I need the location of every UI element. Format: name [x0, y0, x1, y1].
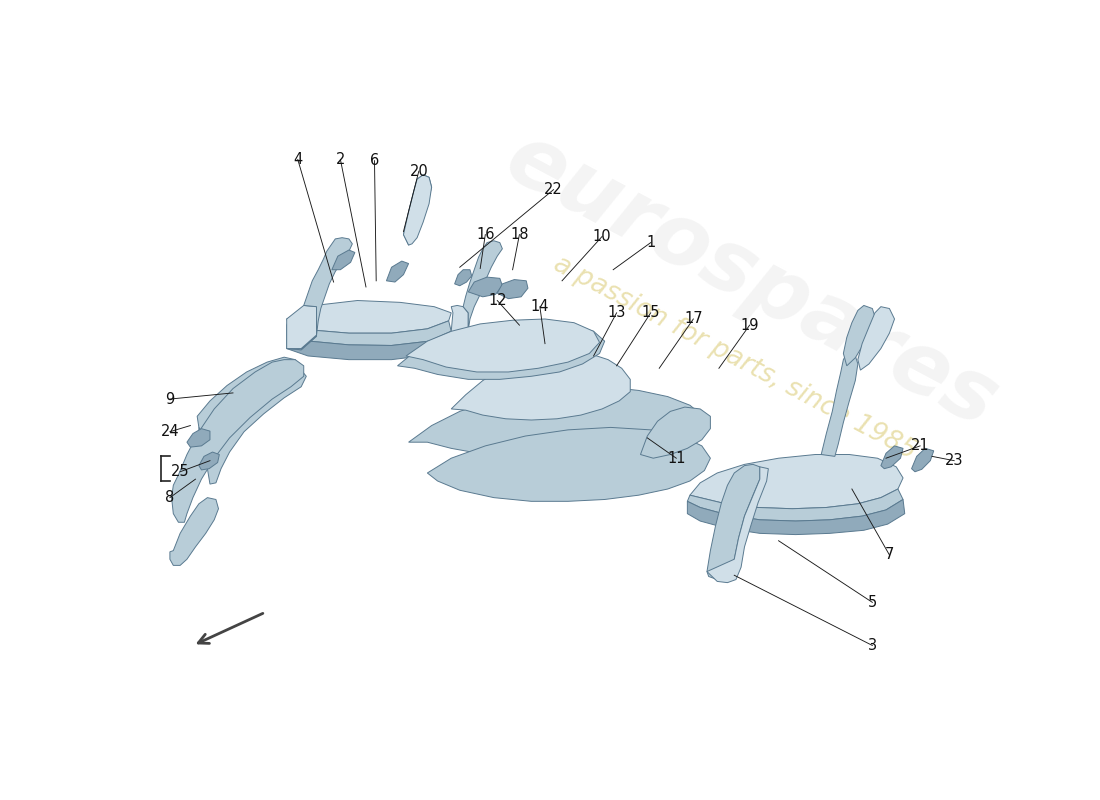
Polygon shape [197, 357, 298, 466]
Text: 21: 21 [911, 438, 930, 454]
Polygon shape [332, 250, 355, 270]
Text: 22: 22 [544, 182, 563, 197]
Text: 19: 19 [740, 318, 759, 333]
Polygon shape [454, 270, 472, 286]
Polygon shape [408, 386, 702, 458]
Text: 9: 9 [165, 391, 175, 406]
Text: 7: 7 [884, 547, 894, 562]
Polygon shape [169, 498, 219, 566]
Text: 25: 25 [170, 464, 189, 479]
Text: 16: 16 [476, 227, 495, 242]
Polygon shape [440, 306, 469, 356]
Polygon shape [404, 175, 431, 245]
Polygon shape [469, 277, 503, 297]
Text: 24: 24 [161, 424, 179, 439]
Polygon shape [287, 319, 451, 346]
Text: 14: 14 [530, 299, 549, 314]
Text: 15: 15 [641, 306, 660, 320]
Text: 6: 6 [370, 153, 379, 168]
Text: 5: 5 [868, 595, 877, 610]
Polygon shape [881, 446, 903, 469]
Text: 4: 4 [293, 152, 303, 167]
Text: 23: 23 [945, 453, 964, 468]
Polygon shape [688, 489, 903, 521]
Polygon shape [287, 331, 453, 360]
Polygon shape [287, 238, 352, 350]
Polygon shape [451, 351, 630, 420]
Polygon shape [172, 360, 304, 522]
Polygon shape [404, 175, 431, 245]
Polygon shape [822, 354, 858, 456]
Polygon shape [199, 368, 301, 475]
Polygon shape [199, 452, 219, 470]
Polygon shape [187, 429, 210, 447]
Polygon shape [707, 467, 768, 582]
Text: 11: 11 [667, 450, 685, 466]
Polygon shape [688, 499, 904, 534]
Polygon shape [208, 370, 306, 484]
Polygon shape [427, 427, 711, 502]
Polygon shape [912, 448, 934, 472]
Text: 17: 17 [684, 311, 703, 326]
Text: a passion for parts, since 1985: a passion for parts, since 1985 [549, 251, 920, 465]
Polygon shape [844, 306, 875, 366]
Polygon shape [397, 322, 605, 379]
Text: 3: 3 [868, 638, 877, 653]
Text: 18: 18 [510, 227, 529, 242]
Text: eurospares: eurospares [492, 116, 1011, 446]
Polygon shape [690, 454, 903, 509]
Text: 1: 1 [646, 235, 656, 250]
Polygon shape [451, 241, 503, 356]
Text: 2: 2 [336, 152, 345, 167]
Polygon shape [640, 407, 711, 458]
Polygon shape [858, 306, 894, 370]
Polygon shape [406, 319, 600, 372]
Polygon shape [386, 261, 408, 282]
Polygon shape [287, 301, 451, 333]
Text: 20: 20 [409, 164, 428, 178]
Text: 8: 8 [165, 490, 175, 505]
Polygon shape [707, 464, 760, 582]
Polygon shape [287, 306, 317, 350]
Polygon shape [497, 279, 528, 298]
Text: 10: 10 [593, 229, 612, 244]
Text: 12: 12 [488, 293, 507, 308]
Text: 13: 13 [607, 306, 626, 320]
